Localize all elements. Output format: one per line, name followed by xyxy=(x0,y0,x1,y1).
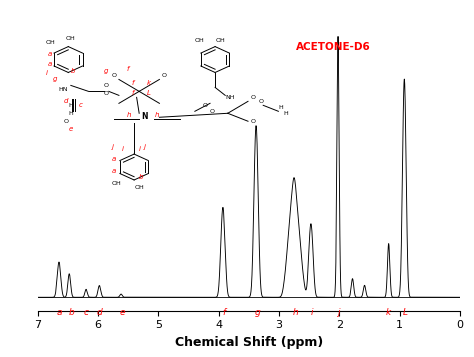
Text: ACETONE-D6: ACETONE-D6 xyxy=(296,42,371,52)
Text: d: d xyxy=(97,308,102,317)
Text: b: b xyxy=(68,308,74,317)
Text: j: j xyxy=(337,308,339,317)
Text: a: a xyxy=(56,308,62,317)
Text: L: L xyxy=(403,308,408,317)
X-axis label: Chemical Shift (ppm): Chemical Shift (ppm) xyxy=(175,336,323,349)
Text: f: f xyxy=(222,308,225,317)
Text: e: e xyxy=(119,308,125,317)
Text: c: c xyxy=(83,308,89,317)
Text: k: k xyxy=(386,308,392,317)
Text: h: h xyxy=(293,308,299,317)
Text: i: i xyxy=(311,308,313,317)
Text: g: g xyxy=(255,308,261,317)
